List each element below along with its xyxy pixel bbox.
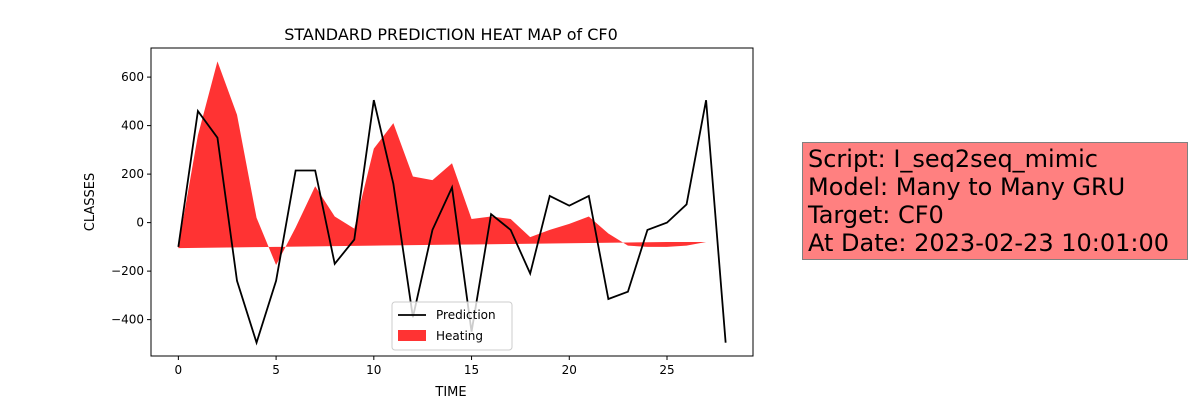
y-tick-label: 600 xyxy=(121,70,144,84)
y-tick-label: 200 xyxy=(121,167,144,181)
series-area-heating xyxy=(178,61,726,266)
y-tick-label: 400 xyxy=(121,119,144,133)
info-model-line: Model: Many to Many GRU xyxy=(808,173,1126,201)
x-tick-label: 10 xyxy=(366,363,381,377)
x-tick-label: 5 xyxy=(272,363,280,377)
legend: Prediction Heating xyxy=(391,301,513,351)
legend-swatch-heating xyxy=(398,330,426,341)
y-tick-label: −200 xyxy=(111,264,144,278)
y-tick-label: −400 xyxy=(111,313,144,327)
info-script-line: Script: I_seq2seq_mimic xyxy=(808,145,1098,173)
y-tick-label: 0 xyxy=(136,216,144,230)
x-tick-label: 15 xyxy=(464,363,479,377)
x-tick-label: 25 xyxy=(659,363,674,377)
chart-title: STANDARD PREDICTION HEAT MAP of CF0 xyxy=(284,25,618,44)
legend-label-prediction: Prediction xyxy=(436,308,496,322)
x-tick-label: 20 xyxy=(562,363,577,377)
plot-series xyxy=(177,61,727,346)
legend-label-heating: Heating xyxy=(436,329,483,343)
axes: 0 5 10 15 20 25 −400 −200 0 200 400 600 xyxy=(111,47,754,377)
info-box: Script: I_seq2seq_mimic Model: Many to M… xyxy=(802,142,1188,260)
info-date-line: At Date: 2023-02-23 10:01:00 xyxy=(808,229,1170,257)
x-axis-label: TIME xyxy=(434,385,466,400)
series-line-prediction xyxy=(177,99,727,346)
info-target-line: Target: CF0 xyxy=(808,201,944,229)
plot-area xyxy=(177,61,727,346)
y-axis-label: CLASSES xyxy=(83,173,98,231)
x-tick-label: 0 xyxy=(175,363,183,377)
plot-frame xyxy=(150,47,754,357)
